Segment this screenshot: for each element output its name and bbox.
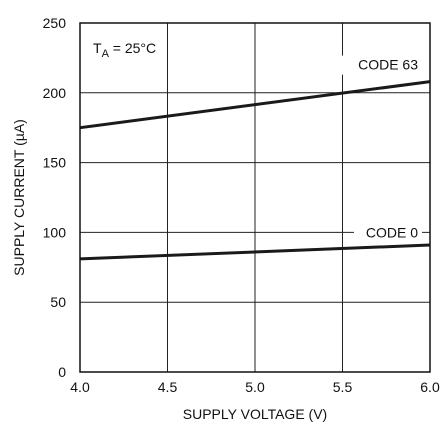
x-axis-label: SUPPLY VOLTAGE (V): [183, 406, 327, 422]
y-tick-label: 250: [43, 15, 67, 31]
tick-labels: 4.0 4.5 5.0 5.5 6.0 0 50 100 150 200 250: [43, 15, 440, 395]
y-axis-label: SUPPLY CURRENT (µA): [11, 119, 27, 276]
annotation-main: T: [93, 40, 102, 56]
series-label: CODE 63: [358, 57, 418, 73]
temperature-annotation: TA = 25°C: [93, 40, 156, 60]
plot-frame: [79, 22, 431, 373]
y-tick-label: 100: [43, 224, 67, 240]
series-label: CODE 0: [366, 224, 418, 240]
y-tick-label: 50: [50, 294, 66, 310]
x-tick-label: 5.0: [245, 379, 265, 395]
grid: [80, 23, 430, 372]
series-labels: CODE 63 CODE 0: [338, 55, 422, 243]
series-label-background: [338, 55, 422, 75]
y-tick-label: 150: [43, 155, 67, 171]
x-tick-label: 6.0: [420, 379, 440, 395]
series-lines: [79, 80, 431, 261]
y-tick-label: 0: [58, 364, 66, 380]
x-tick-label: 5.5: [333, 379, 353, 395]
annotation-rest: = 25°C: [109, 40, 156, 56]
series-line: [79, 80, 431, 130]
x-tick-label: 4.5: [158, 379, 178, 395]
series-line: [79, 243, 431, 261]
y-tick-label: 200: [43, 85, 67, 101]
series-label-background: [354, 223, 422, 243]
annotation-sub: A: [102, 48, 110, 60]
x-tick-label: 4.0: [70, 379, 90, 395]
